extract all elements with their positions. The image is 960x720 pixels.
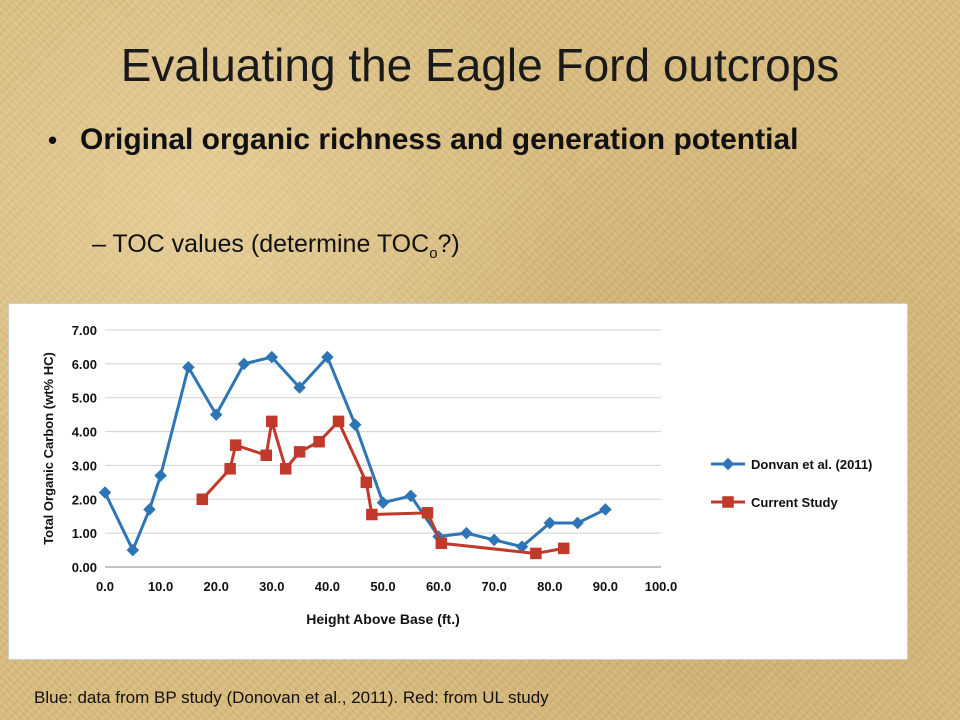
data-point-series-2 <box>421 507 434 519</box>
legend-label-2: Current Study <box>751 495 838 510</box>
x-tick-label: 60.0 <box>426 579 451 594</box>
sub-bullet: – TOC values (determine TOCo?) <box>92 226 460 272</box>
legend-label-1: Donvan et al. (2011) <box>751 457 872 472</box>
data-point-series-1 <box>404 489 418 503</box>
x-tick-label: 50.0 <box>370 579 395 594</box>
data-point-series-2 <box>266 415 278 428</box>
y-tick-label: 4.00 <box>72 425 97 440</box>
data-point-series-2 <box>229 439 242 451</box>
sub-bullet-subscript: o <box>429 245 438 262</box>
data-point-series-1 <box>143 503 156 516</box>
data-point-series-2 <box>313 435 325 448</box>
data-point-series-1 <box>209 408 223 421</box>
y-tick-label: 6.00 <box>72 357 97 372</box>
x-tick-label: 20.0 <box>204 579 229 594</box>
data-point-series-1 <box>376 496 390 510</box>
bullet-dot-icon: • <box>48 125 58 155</box>
toc-line-chart: 0.00 1.00 2.00 3.00 4.00 5.00 6.00 7.00 0.0 10.0 2… <box>41 323 872 627</box>
data-point-series-1 <box>571 516 584 530</box>
x-tick-label: 80.0 <box>537 579 562 594</box>
data-point-series-1 <box>487 533 501 547</box>
data-point-series-1 <box>265 350 279 364</box>
y-axis-title: Total Organic Carbon (wt% HC) <box>41 352 56 545</box>
sub-bullet-text: – TOC values (determine TOC <box>92 230 430 258</box>
data-point-series-2 <box>279 463 292 475</box>
main-bullet-text: Original organic richness and generation… <box>80 123 799 156</box>
data-point-series-2 <box>366 508 378 521</box>
y-tick-label: 3.00 <box>72 458 97 473</box>
data-point-series-1 <box>237 357 251 371</box>
x-tick-label: 40.0 <box>315 579 340 594</box>
data-point-series-1 <box>460 526 473 540</box>
data-point-series-1 <box>98 486 112 499</box>
x-tick-label: 70.0 <box>482 579 507 594</box>
data-point-series-2 <box>435 537 448 550</box>
x-axis-title: Height Above Base (ft.) <box>306 611 460 627</box>
data-point-series-1 <box>126 543 140 557</box>
data-point-series-1 <box>321 350 334 364</box>
data-point-series-1 <box>293 381 306 394</box>
chart-panel: 0.00 1.00 2.00 3.00 4.00 5.00 6.00 7.00 0.0 10.0 2… <box>8 303 908 660</box>
data-point-series-1 <box>543 516 557 530</box>
legend-marker-2 <box>722 496 734 508</box>
x-tick-label: 30.0 <box>259 579 284 594</box>
x-tick-label: 90.0 <box>593 579 618 594</box>
y-tick-label: 7.00 <box>72 323 97 338</box>
series-line-1 <box>103 355 607 552</box>
data-point-series-2 <box>332 415 345 428</box>
data-point-series-2 <box>224 463 236 475</box>
data-point-series-2 <box>557 542 570 555</box>
data-point-series-2 <box>293 446 306 458</box>
data-point-series-2 <box>530 547 542 560</box>
data-point-series-2 <box>360 476 373 489</box>
data-point-series-2 <box>196 493 209 506</box>
data-point-series-1 <box>348 418 362 432</box>
series-line-2 <box>201 419 564 555</box>
data-point-series-1 <box>182 360 195 374</box>
y-tick-label: 1.00 <box>72 526 97 541</box>
x-tick-label: 10.0 <box>148 579 173 594</box>
x-tick-label: 100.0 <box>645 579 678 594</box>
y-tick-label: 2.00 <box>72 492 97 507</box>
y-tick-label: 5.00 <box>72 391 97 406</box>
x-tick-label: 0.0 <box>96 579 114 594</box>
y-tick-label: 0.00 <box>72 560 97 575</box>
slide-caption: Blue: data from BP study (Donovan et al.… <box>34 688 549 707</box>
sub-bullet-suffix: ?) <box>437 230 460 258</box>
data-point-series-1 <box>154 469 167 482</box>
data-point-series-1 <box>599 503 612 516</box>
data-point-series-2 <box>260 449 272 462</box>
legend-marker-1 <box>721 457 735 471</box>
slide-title: Evaluating the Eagle Ford outcrops <box>120 39 840 91</box>
